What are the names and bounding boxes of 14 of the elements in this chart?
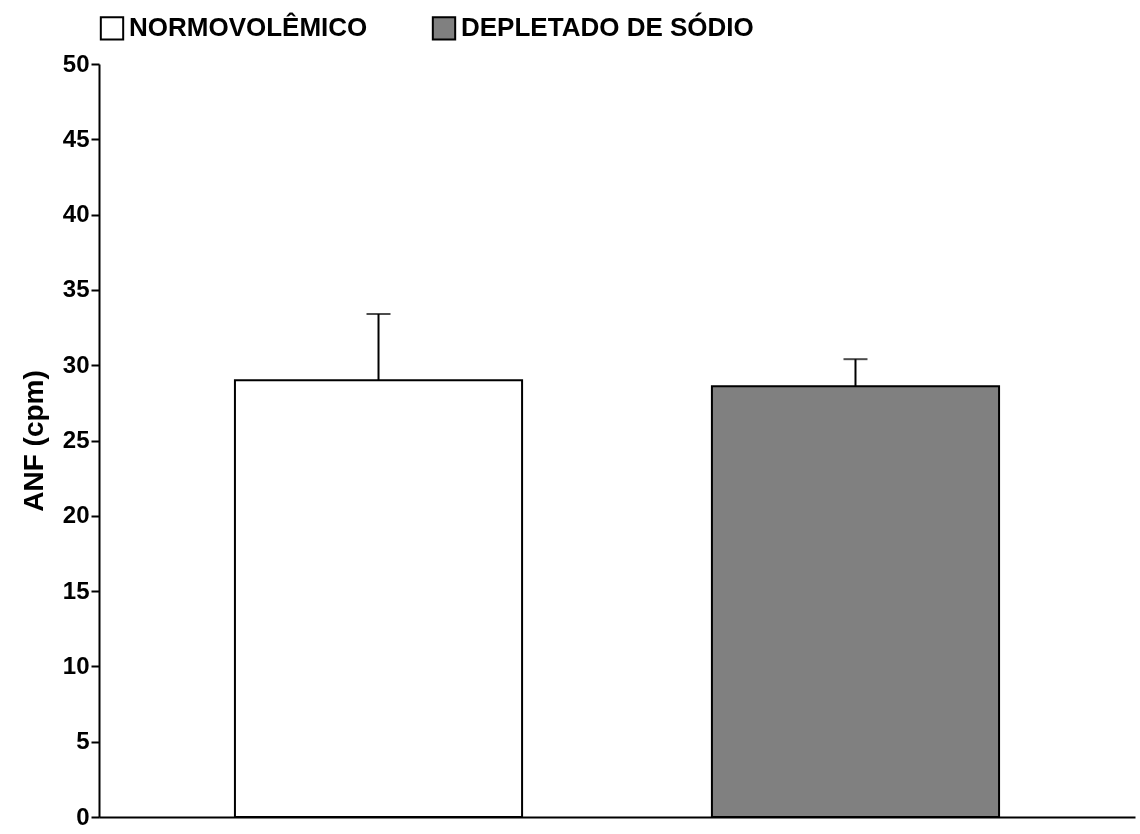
y-tick-label: 50 [62, 49, 90, 77]
y-tick-label: 5 [76, 727, 90, 755]
legend-label: NORMOVOLÊMICO [129, 12, 368, 43]
y-tick-label: 15 [62, 576, 90, 604]
y-tick-label: 45 [62, 124, 90, 152]
y-axis-title: ANF (cpm) [17, 370, 49, 512]
y-tick-label: 10 [62, 651, 90, 679]
y-tick-label: 40 [62, 200, 90, 228]
y-tick-label: 35 [62, 275, 90, 303]
y-tick-label: 30 [62, 350, 90, 378]
y-tick-label: 0 [76, 802, 90, 830]
y-tick-label: 25 [62, 426, 90, 453]
y-tick-label: 20 [62, 501, 90, 529]
legend-label: DEPLETADO DE SÓDIO [461, 12, 754, 43]
